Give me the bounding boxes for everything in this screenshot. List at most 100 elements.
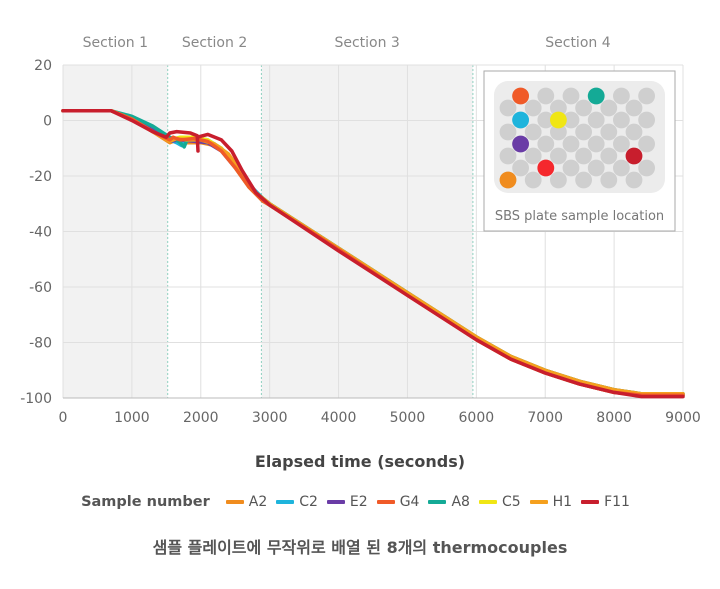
plate-well [512,159,529,177]
plate-well [638,87,655,105]
legend-label: C5 [501,494,521,510]
line-chart: Section 1 Section 2 Section 3 Section 4 0 100… [20,35,701,426]
plate-well [638,159,655,177]
legend-swatch [581,500,600,504]
plate-well [638,111,655,129]
plate-well [600,171,618,189]
legend-item-a2: A2 [225,494,268,510]
plate-well [600,99,618,117]
plate-well [562,135,580,153]
y-tick-label: -100 [20,391,52,407]
plate-well [613,159,630,177]
plate-well [613,135,630,153]
plate-well [537,87,555,105]
plate-well [575,123,592,141]
plate-well [600,147,618,165]
x-tick-label: 2000 [183,410,219,426]
y-tick-label: -60 [29,280,52,296]
legend-label: E2 [349,494,368,510]
legend-swatch [225,500,244,504]
x-tick-label: 4000 [321,410,357,426]
plate-well-c5 [550,111,567,129]
x-tick-label: 5000 [390,410,426,426]
plate-well [625,99,643,117]
plate-well [600,123,618,141]
legend-items: A2 C2 E2 G4 A8 C5 H1 F11 [225,494,639,510]
legend-item-c2: C2 [276,494,318,510]
x-tick-label: 3000 [252,410,288,426]
y-tick-label: 0 [43,114,52,130]
legend-swatch [376,500,395,504]
plate-well [575,171,592,189]
plate-well [638,135,655,153]
legend-item-a8: A8 [428,494,470,510]
legend-label: A8 [451,494,470,510]
plate-well-e2 [512,135,529,153]
plate-well [537,135,555,153]
legend: Sample number A2 C2 E2 G4 A8 C5 H1 F11 [0,494,720,510]
plate-well [587,159,605,177]
plate-well [524,171,542,189]
plate-well [613,111,630,129]
plate-well-f11 [625,147,643,165]
legend-item-f11: F11 [581,494,630,510]
legend-item-h1: H1 [529,494,573,510]
legend-swatch [326,500,345,504]
plate-well-a2 [512,87,529,105]
plate-well [575,147,592,165]
plate-well [524,123,542,141]
legend-swatch [529,500,548,504]
y-tick-label: -20 [29,169,52,185]
legend-label: A2 [248,494,268,510]
plate-well [537,111,555,129]
legend-swatch [478,500,497,504]
plate-well [562,159,580,177]
legend-swatch [276,500,295,504]
section-label: Section 4 [545,35,610,51]
y-tick-label: -80 [29,336,52,352]
legend-label: C2 [299,494,318,510]
legend-label: H1 [552,494,573,510]
x-tick-label: 8000 [596,410,632,426]
plate-well [550,99,567,117]
x-tick-label: 9000 [665,410,701,426]
legend-swatch [428,500,447,504]
plate-inset-caption: SBS plate sample location [495,209,664,224]
plate-well [550,171,567,189]
plate-well [587,111,605,129]
section-label: Section 1 [83,35,148,51]
plate-well-g4 [537,159,555,177]
plate-well [550,147,567,165]
plate-well [625,171,643,189]
legend-label: F11 [604,494,630,510]
chart-caption: 샘플 플레이트에 무작위로 배열 된 8개의 thermocouples [152,538,568,557]
y-tick-label: -40 [29,225,52,241]
plate-well [499,99,517,117]
plate-well [562,111,580,129]
legend-label: G4 [399,494,420,510]
x-tick-label: 7000 [527,410,563,426]
series-line-f11 [61,109,685,399]
plate-well [625,123,643,141]
plate-well-a8 [587,87,605,105]
plate-well [575,99,592,117]
plate-well [499,123,517,141]
plate-well [499,147,517,165]
x-tick-label: 0 [59,410,68,426]
section-label: Section 2 [182,35,247,51]
plate-well [524,99,542,117]
x-axis-title: Elapsed time (seconds) [254,452,466,471]
legend-item-e2: E2 [326,494,368,510]
x-tick-label: 6000 [459,410,495,426]
x-tick-label: 1000 [114,410,150,426]
legend-item-g4: G4 [376,494,420,510]
plate-well [613,87,630,105]
plate-well-c2 [512,111,529,129]
plate-well [562,87,580,105]
plate-well-h1 [499,171,517,189]
plate-well [550,123,567,141]
section-label: Section 3 [334,35,399,51]
plate-well [587,135,605,153]
plate-well [524,147,542,165]
legend-item-c5: C5 [478,494,521,510]
